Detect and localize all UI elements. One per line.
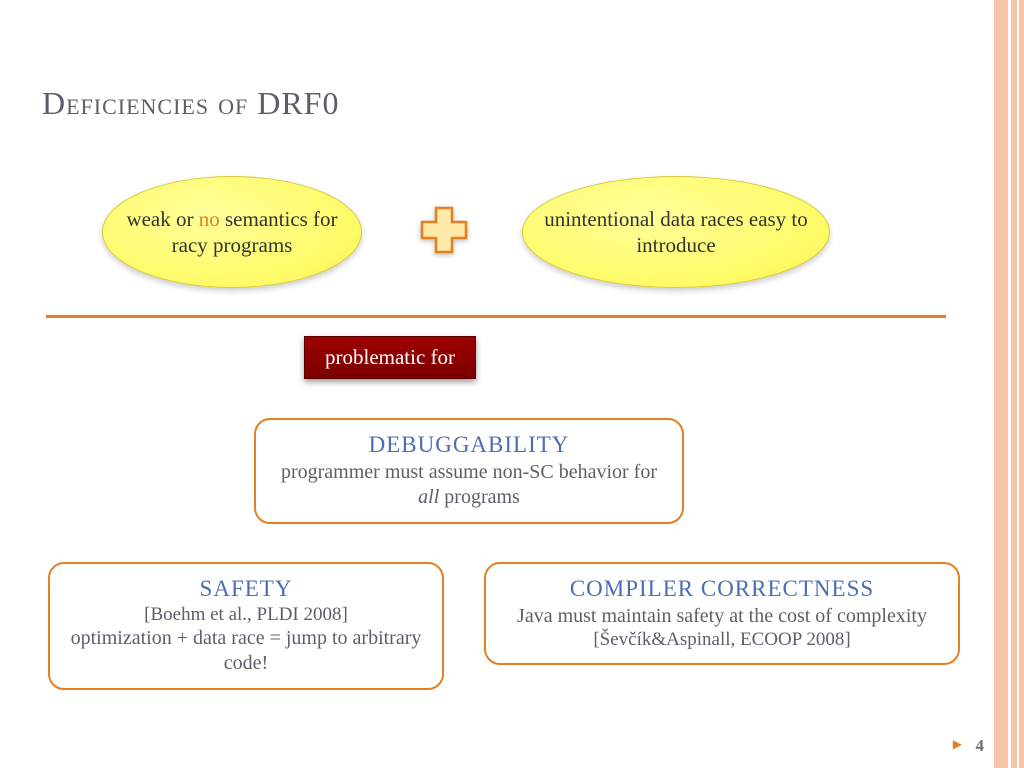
ellipse-text: weak or no semantics for racy programs [121, 206, 343, 259]
ellipse-weak-semantics: weak or no semantics for racy programs [102, 176, 362, 288]
card-compiler: COMPILER CORRECTNESS Java must maintain … [484, 562, 960, 665]
ellipse-unintentional: unintentional data races easy to introdu… [522, 176, 830, 288]
horizontal-divider [46, 315, 946, 318]
card-body: optimization + data race = jump to arbit… [68, 626, 424, 676]
page-arrow-icon: ▶ [953, 737, 962, 752]
card-title: COMPILER CORRECTNESS [504, 576, 940, 602]
card-title: SAFETY [68, 576, 424, 602]
card-safety: SAFETY [Boehm et al., PLDI 2008] optimiz… [48, 562, 444, 690]
plus-icon [418, 204, 470, 256]
card-body: Java must maintain safety at the cost of… [504, 604, 940, 629]
slide-title: Deficiencies of DRF0 [42, 85, 339, 122]
card-body: programmer must assume non-SC behavior f… [274, 460, 664, 510]
page-number: 4 [976, 736, 985, 756]
card-citation: [Boehm et al., PLDI 2008] [68, 604, 424, 626]
slide-right-border [994, 0, 1024, 768]
card-citation: [Ševčík&Aspinall, ECOOP 2008] [504, 629, 940, 651]
card-debuggability: DEBUGGABILITY programmer must assume non… [254, 418, 684, 524]
ellipse-text: unintentional data races easy to introdu… [541, 206, 811, 259]
problematic-badge: problematic for [304, 336, 476, 379]
card-title: DEBUGGABILITY [274, 432, 664, 458]
